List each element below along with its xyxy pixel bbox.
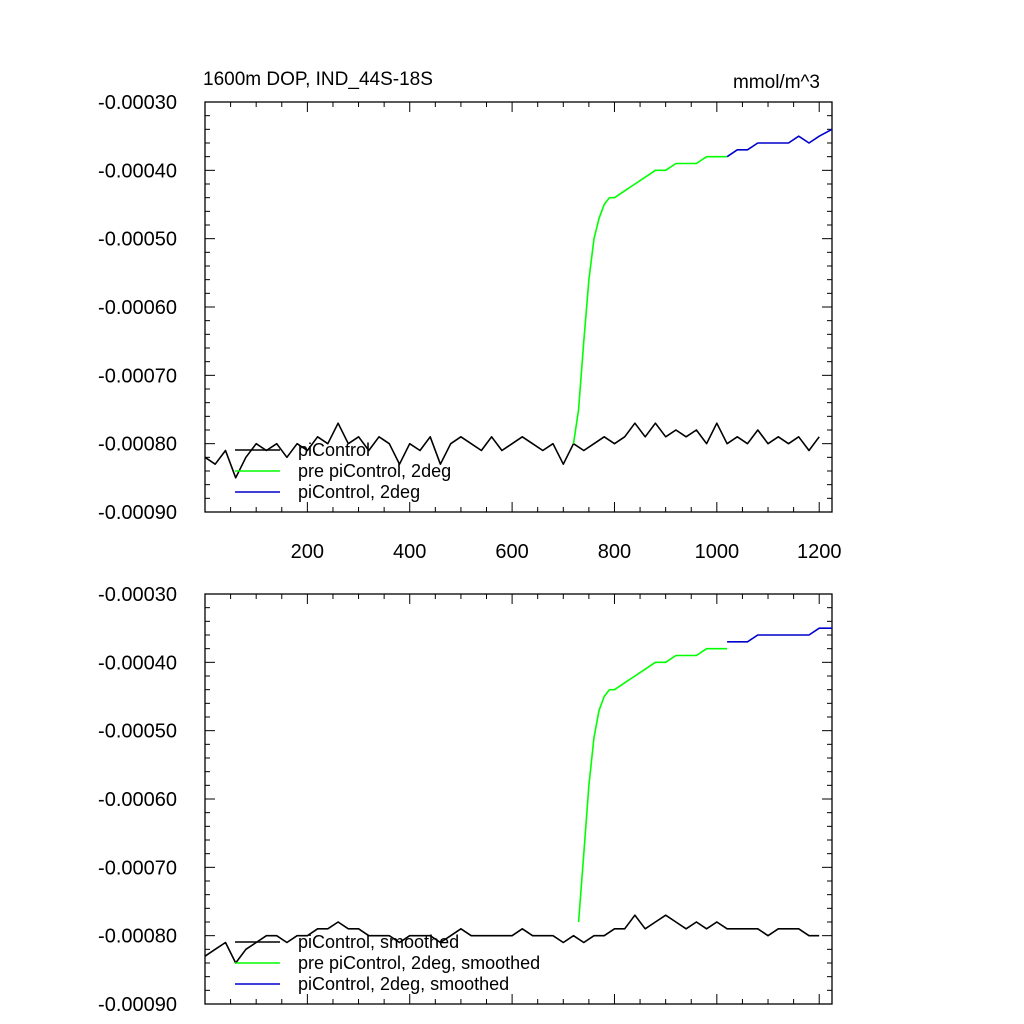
x-tick-label: 800 [598, 541, 631, 563]
series-line-1 [204, 422, 820, 479]
y-tick-label: -0.00040 [98, 652, 177, 674]
legend-entry: piControl, smoothed [298, 932, 459, 952]
units-label: mmol/m^3 [733, 72, 820, 93]
y-tick-label: -0.00030 [98, 584, 177, 606]
series-line-3 [726, 128, 833, 158]
y-tick-label: -0.00060 [98, 789, 177, 811]
legend-entry: pre piControl, 2deg, smoothed [298, 953, 540, 973]
x-tick-label: 1200 [797, 541, 842, 563]
plot-panel-bottom: -0.00030 -0.00040 -0.00050 -0.00060 -0.00070… [98, 584, 833, 1016]
y-tick-label: -0.00080 [98, 926, 177, 948]
y-tick-label: -0.00080 [98, 434, 177, 456]
y-tick-label: -0.00050 [98, 721, 177, 743]
series-line-3 [727, 627, 832, 643]
y-tick-label: -0.00090 [98, 502, 177, 524]
y-tick-label: -0.00040 [98, 160, 177, 182]
series-line-2 [572, 155, 728, 444]
legend-entry: piControl, 2deg, smoothed [298, 974, 509, 994]
y-tick-label: -0.00050 [98, 229, 177, 251]
chart-title: 1600m DOP, IND_44S-18S [203, 69, 433, 90]
x-tick-label: 600 [495, 541, 528, 563]
y-tick-label: -0.00030 [98, 92, 177, 114]
x-tick-label: 400 [393, 541, 426, 563]
legend-entry: piControl [298, 440, 370, 460]
y-tick-label: -0.00060 [98, 297, 177, 319]
legend-entry: pre piControl, 2deg [298, 461, 451, 481]
plot-panel-top: 200 400 600 800 1000 1200 -0.00030 -0.00040 -0.0… [98, 92, 841, 563]
y-tick-label: -0.00070 [98, 365, 177, 387]
x-tick-label: 1000 [695, 541, 740, 563]
y-tick-label: -0.00070 [98, 857, 177, 879]
series-line-1 [204, 914, 820, 964]
series-line-2 [577, 647, 728, 923]
y-tick-label: -0.00090 [98, 994, 177, 1016]
legend-entry: piControl, 2deg [298, 482, 420, 502]
x-tick-label: 200 [291, 541, 324, 563]
